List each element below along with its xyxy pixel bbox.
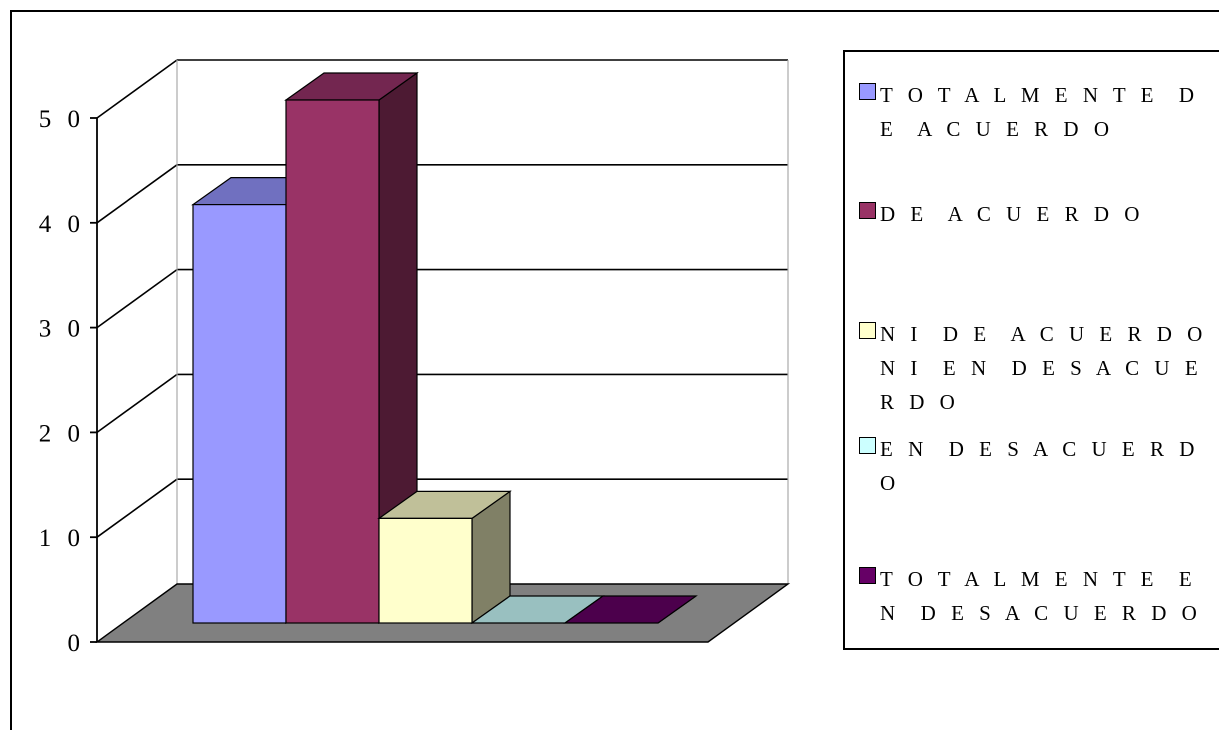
y-tick-label: 1 0: [39, 525, 85, 552]
legend-swatch: [859, 567, 876, 584]
legend-label: T O T A L M E N T E E N D E S A C U E R …: [880, 567, 1207, 625]
legend-item: E N D E S A C U E R D O: [859, 432, 1210, 500]
legend-item: T O T A L M E N T E E N D E S A C U E R …: [859, 562, 1210, 630]
legend-item: N I D E A C U E R D O N I E N D E S A C …: [859, 317, 1210, 419]
legend-label: N I D E A C U E R D O N I E N D E S A C …: [880, 322, 1208, 414]
y-tick-label: 0: [68, 630, 86, 657]
legend-swatch: [859, 437, 876, 454]
gridline-diagonal: [96, 268, 178, 329]
y-tick-label: 3 0: [39, 316, 85, 343]
chart-frame: [10, 10, 1219, 730]
bar: [192, 204, 287, 624]
y-tick-label: 5 0: [39, 106, 85, 133]
y-tick-label: 2 0: [39, 420, 85, 447]
bar: [285, 99, 380, 624]
gridline-diagonal: [96, 478, 178, 538]
bar: [378, 517, 473, 624]
legend-swatch: [859, 83, 876, 100]
chart-plot: 0 1 0 2 0 3 0 4 0 5 0: [39, 59, 791, 657]
gridline-diagonal: [96, 59, 178, 119]
gridline-diagonal: [96, 373, 178, 434]
legend-item: D E A C U E R D O: [859, 197, 1210, 231]
legend-label: D E A C U E R D O: [880, 202, 1145, 226]
gridline-diagonal: [96, 164, 178, 224]
chart-legend: T O T A L M E N T E D E A C U E R D O D E…: [843, 50, 1219, 650]
bar-top: [563, 595, 698, 624]
legend-swatch: [859, 202, 876, 219]
legend-item: T O T A L M E N T E D E A C U E R D O: [859, 78, 1210, 146]
legend-label: T O T A L M E N T E D E A C U E R D O: [880, 83, 1210, 141]
y-tick-label: 4 0: [39, 211, 85, 238]
legend-swatch: [859, 322, 876, 339]
legend-label: E N D E S A C U E R D O: [880, 437, 1210, 495]
